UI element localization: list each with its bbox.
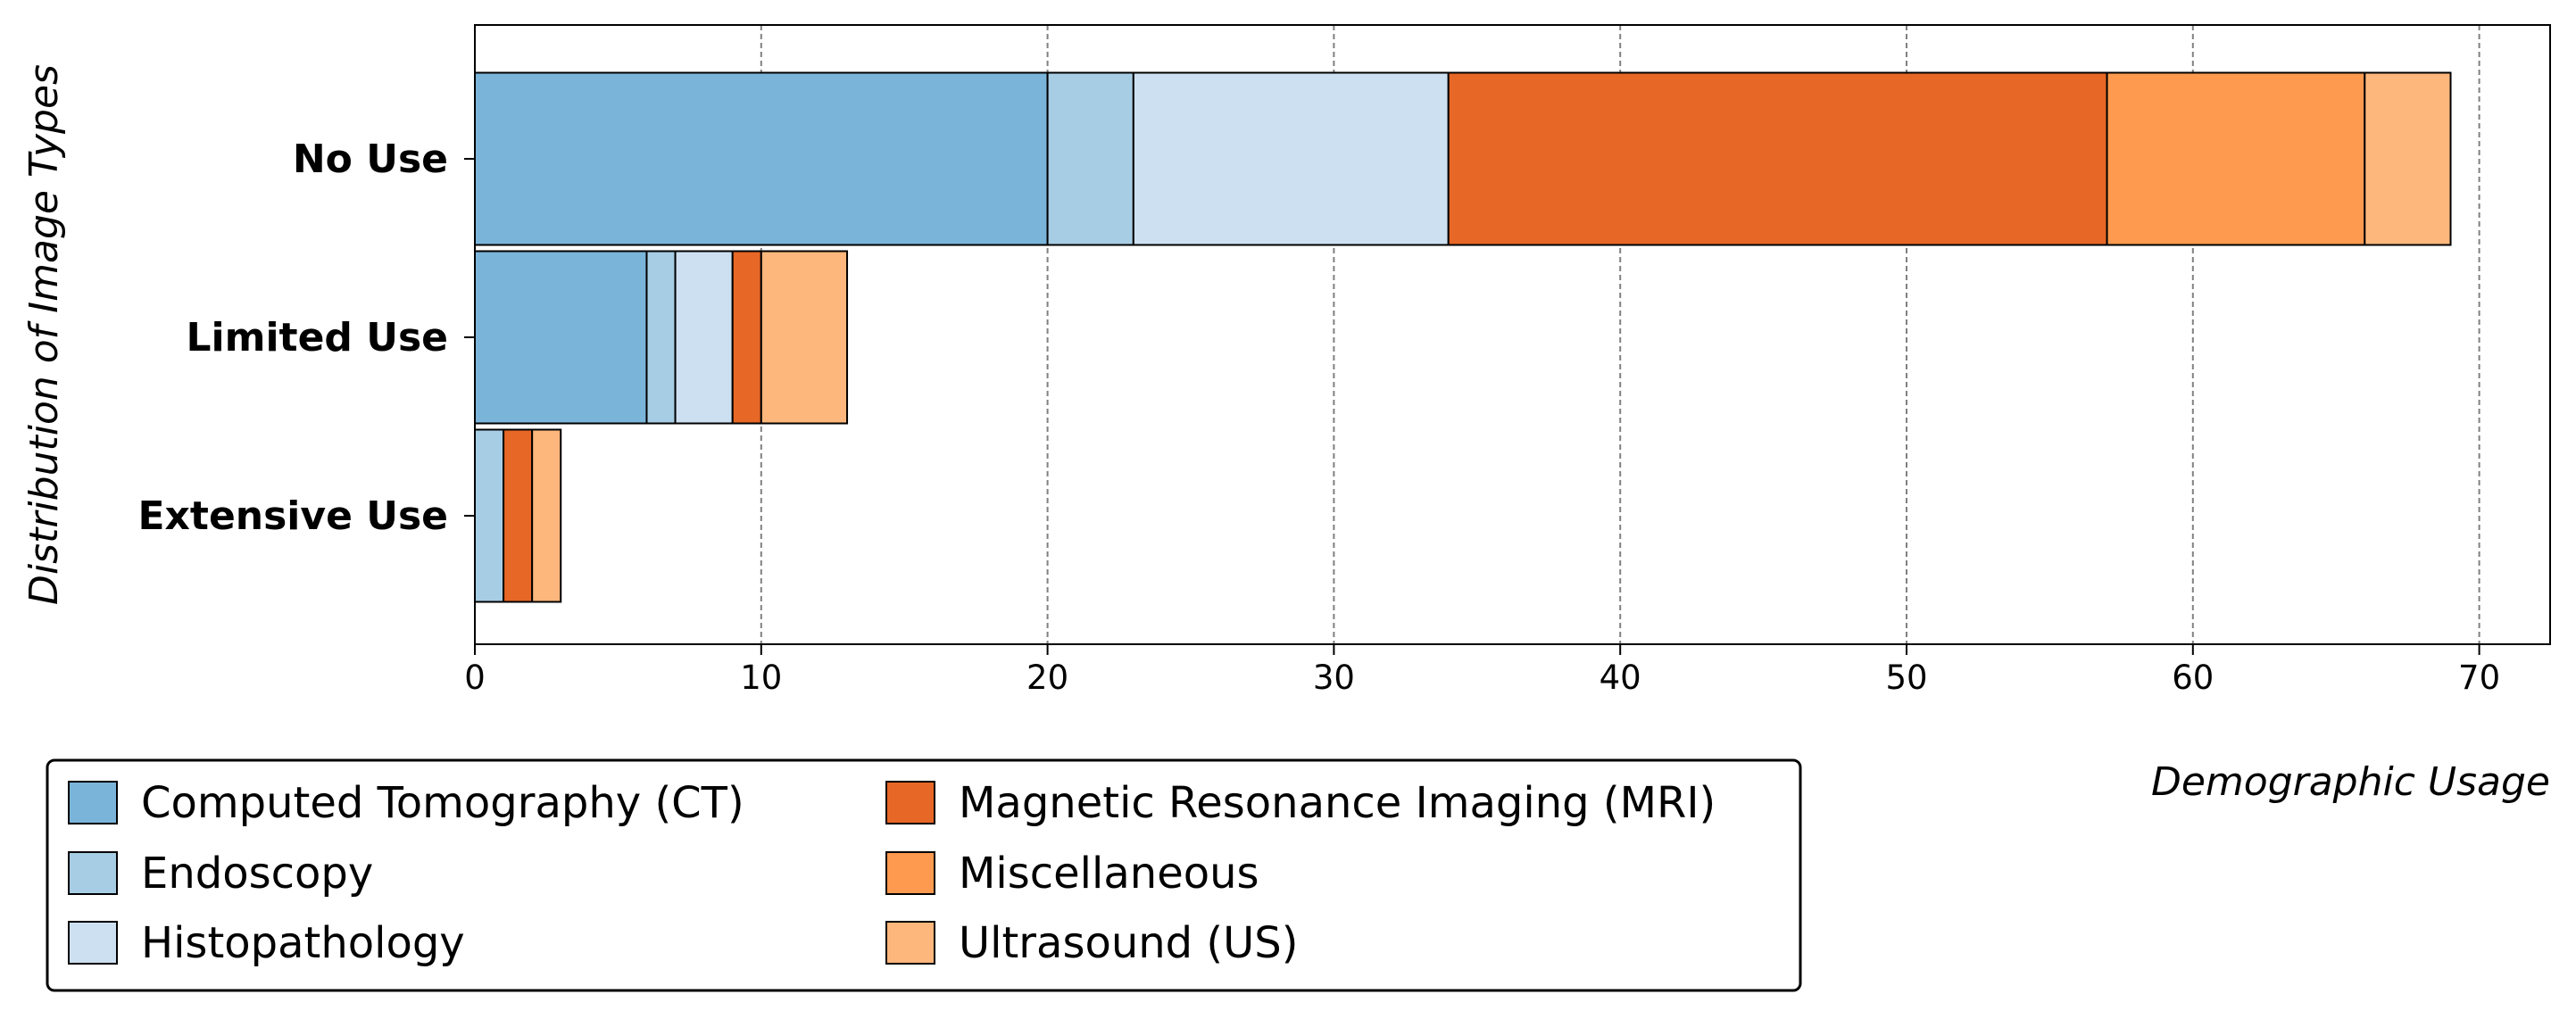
legend-swatch [68, 851, 118, 895]
x-tick-label: 20 [1026, 659, 1068, 697]
plot-frame [474, 24, 2551, 645]
bars [474, 71, 2452, 603]
bar-segment [1046, 71, 1134, 246]
legend-swatch [68, 921, 118, 965]
bar-segment [731, 250, 762, 425]
x-axis: 0 10 20 30 40 50 60 70 [464, 644, 2500, 697]
x-tick-label: 40 [1600, 659, 1641, 697]
legend: Computed Tomography (CT) Endoscopy Histopa… [46, 758, 1802, 992]
bar-segment [674, 250, 734, 425]
legend-label: Computed Tomography (CT) [141, 778, 744, 828]
x-tick-label: 10 [740, 659, 782, 697]
bar-segment [2106, 71, 2366, 246]
bar-segment [2364, 71, 2452, 246]
bar-segment [1132, 71, 1450, 246]
legend-label: Endoscopy [141, 849, 373, 899]
legend-label: Histopathology [141, 918, 465, 968]
y-tick-label: Extensive Use [137, 493, 448, 539]
y-tick-label: Limited Use [187, 315, 449, 360]
legend-label: Miscellaneous [959, 849, 1259, 899]
x-tick-label: 30 [1313, 659, 1355, 697]
x-tick-label: 50 [1885, 659, 1927, 697]
x-tick-label: 0 [464, 659, 486, 697]
x-axis-title: Demographic Usage [2151, 759, 2550, 805]
legend-swatch [885, 921, 935, 965]
bar-segment [531, 428, 562, 603]
bar-segment [1447, 71, 2108, 246]
y-axis: No Use Limited Use Extensive Use [137, 137, 475, 539]
x-tick-label: 60 [2172, 659, 2214, 697]
bar-segment [760, 250, 849, 425]
bar-segment [645, 250, 677, 425]
bar-segment [474, 250, 648, 425]
legend-swatch [68, 781, 118, 824]
bar-segment [474, 71, 1049, 246]
x-tick-label: 70 [2458, 659, 2500, 697]
bar-segment [503, 428, 534, 603]
legend-swatch [885, 851, 935, 895]
legend-label: Magnetic Resonance Imaging (MRI) [959, 778, 1716, 828]
y-axis-title: Distribution of Image Types [21, 64, 67, 605]
legend-swatch [885, 781, 935, 824]
y-tick-label: No Use [293, 137, 448, 182]
bar-segment [474, 428, 505, 603]
legend-label: Ultrasound (US) [959, 918, 1298, 968]
